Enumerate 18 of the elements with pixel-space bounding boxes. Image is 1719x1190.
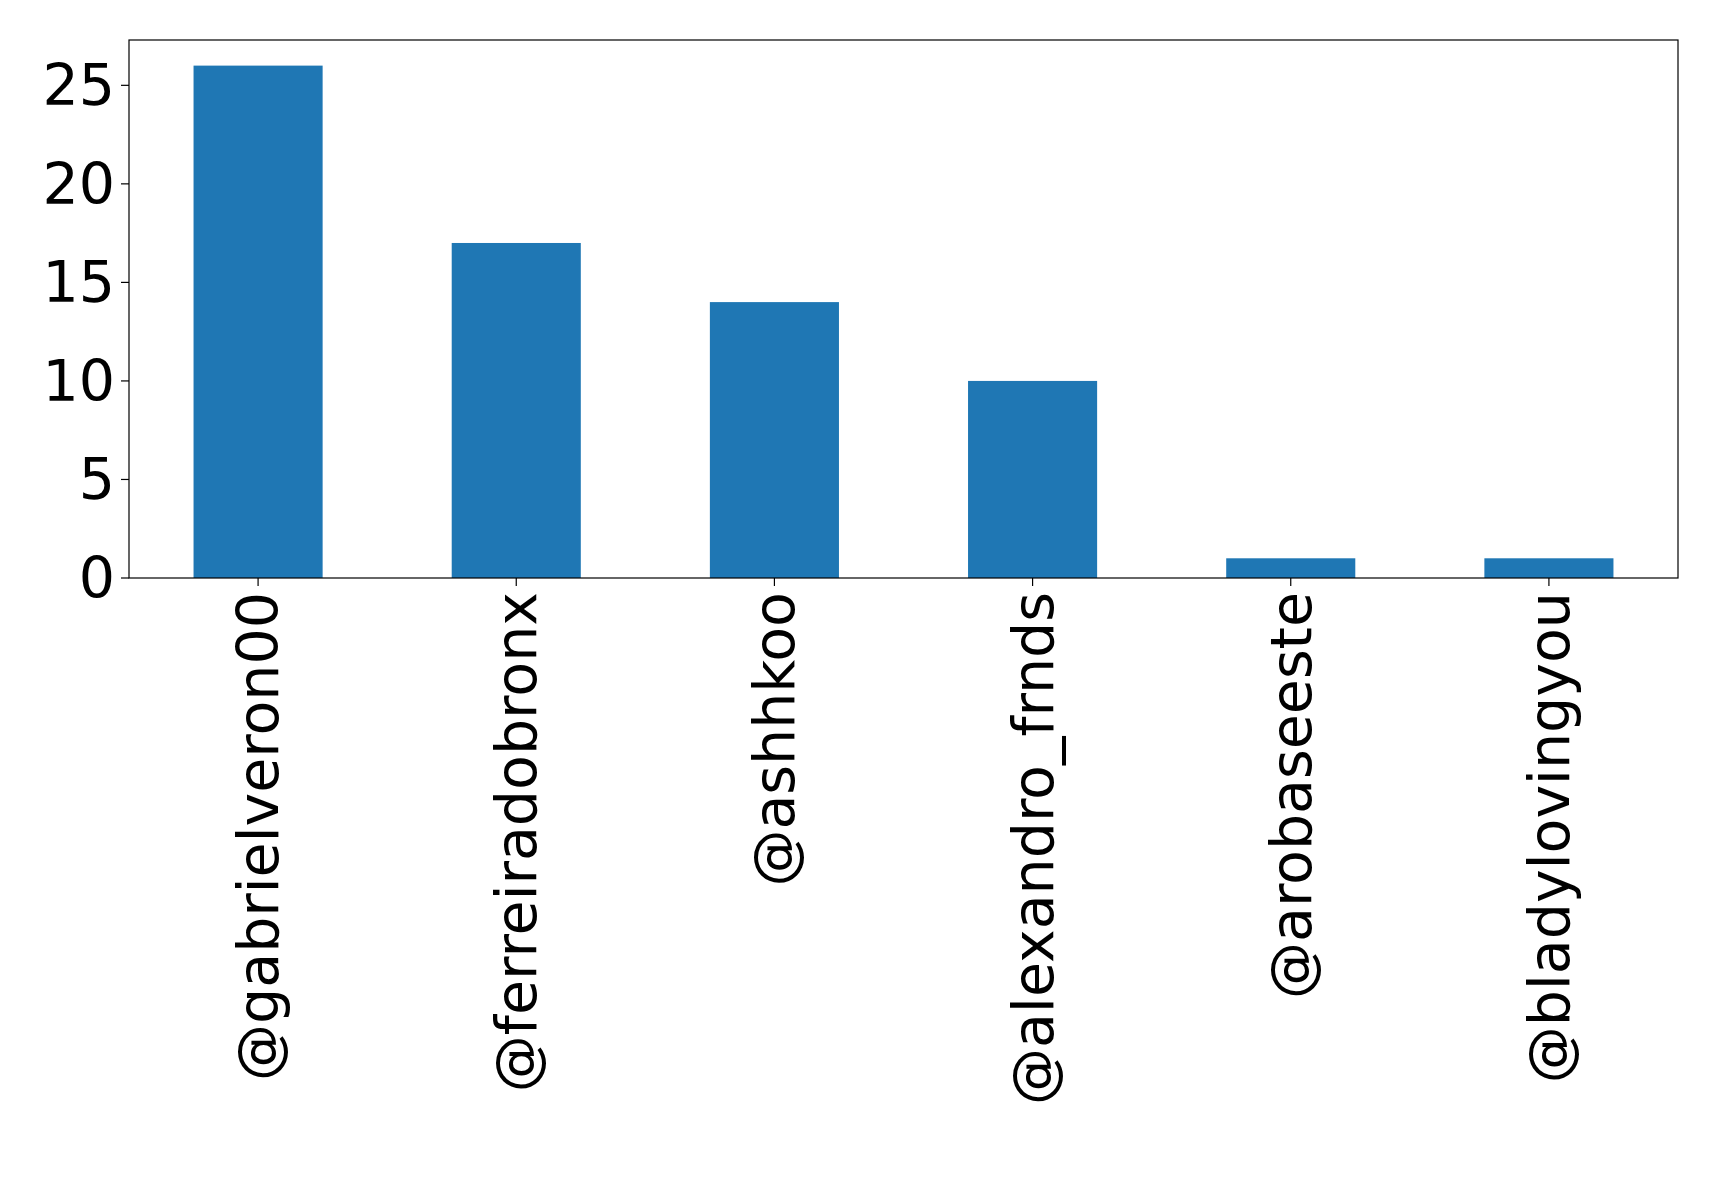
bar (709, 302, 839, 578)
bar (1226, 558, 1356, 578)
x-tick-label: @alexandro_frnds (999, 592, 1066, 1105)
y-tick-label: 10 (42, 347, 115, 414)
x-tick-label: @bladylovingyou (1515, 592, 1582, 1084)
bar (968, 380, 1098, 578)
bar (1484, 558, 1614, 578)
y-tick-label: 15 (42, 249, 115, 316)
x-tick-label: @gabrielveron00 (225, 592, 292, 1081)
bar (193, 65, 323, 578)
x-tick-label: @arobaseeste (1257, 592, 1324, 1000)
y-tick-label: 5 (78, 446, 115, 513)
y-tick-label: 0 (78, 544, 115, 611)
x-tick-label: @ferreiradobronx (483, 592, 550, 1093)
x-tick-label: @ashhkoo (741, 592, 808, 887)
y-tick-label: 20 (42, 150, 115, 217)
y-tick-label: 25 (42, 52, 115, 119)
bar (451, 242, 581, 578)
